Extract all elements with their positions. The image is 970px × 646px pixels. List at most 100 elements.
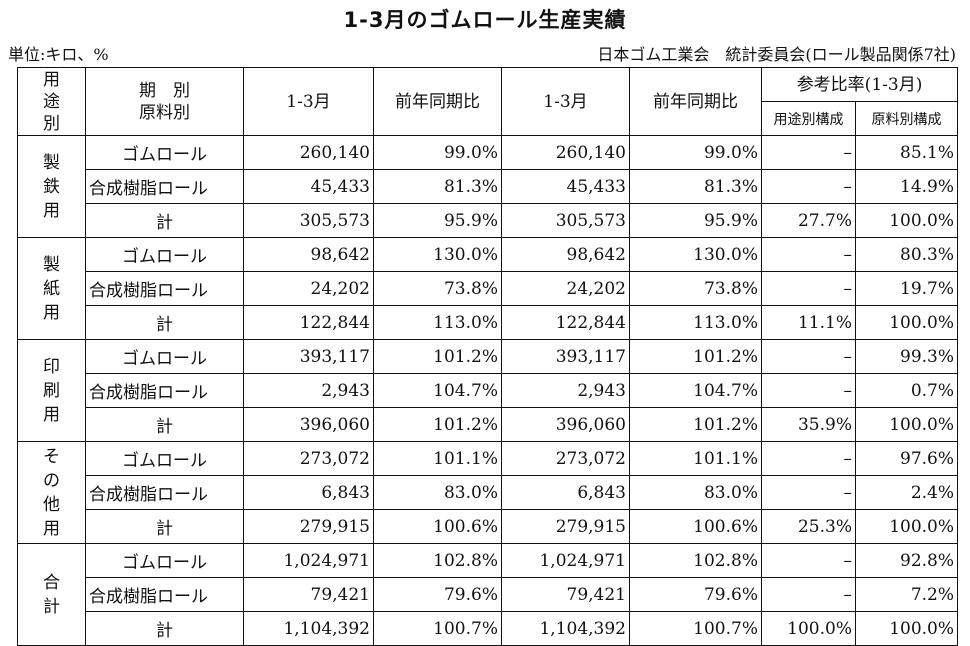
row-label-cell: 計 bbox=[85, 203, 244, 238]
value-1-3-b-cell: 260,140 bbox=[501, 135, 630, 170]
ratio-yoy-b-cell: 101.1% bbox=[629, 441, 762, 476]
table-row: 合成樹脂ロール 45,433 81.3% 45,433 81.3% –14.9% bbox=[18, 169, 959, 204]
group-label-char: 用 bbox=[43, 200, 60, 221]
table-row: 計 1,104,392 100.7% 1,104,392 100.7% 100.0% 100… bbox=[18, 611, 959, 646]
ratio-yoy-cell: 113.0% bbox=[373, 305, 502, 340]
row-label-cell: 計 bbox=[85, 407, 244, 442]
header-use-cell: 用 途 別 bbox=[17, 67, 86, 136]
ratio-use-cell: – bbox=[761, 339, 856, 374]
group-label-char: 製 bbox=[43, 254, 60, 275]
value-1-3-cell: 393,117 bbox=[243, 339, 374, 374]
row-label-cell: 計 bbox=[85, 305, 244, 340]
value-1-3-cell: 1,104,392 bbox=[243, 611, 374, 646]
value-1-3-cell: 98,642 bbox=[243, 237, 374, 272]
value-1-3-cell: 273,072 bbox=[243, 441, 374, 476]
ratio-yoy-cell: 99.0% bbox=[373, 135, 502, 170]
ratio-material-cell: 85.1% bbox=[854, 135, 959, 170]
table-row: 製紙用ゴムロール 98,642 130.0% 98,642 130.0% –80.3% bbox=[17, 237, 959, 340]
header-use-char: 途 bbox=[43, 91, 60, 112]
value-1-3-cell: 2,943 bbox=[243, 373, 374, 408]
group-label-cell: 合計 bbox=[17, 543, 86, 646]
row-label-cell: 合成樹脂ロール bbox=[85, 271, 244, 306]
ratio-use-cell: 11.1% bbox=[761, 305, 856, 340]
unit-label: 単位:キロ、% bbox=[8, 45, 109, 64]
ratio-use-cell: – bbox=[761, 271, 856, 306]
table-row: 計 279,915 100.6% 279,915 100.6% 25.3% 100.0% bbox=[18, 509, 959, 544]
ratio-use-cell: 100.0% bbox=[761, 611, 856, 646]
ratio-yoy-cell: 104.7% bbox=[373, 373, 502, 408]
group-label-char: 他 bbox=[43, 494, 60, 515]
value-1-3-b-cell: 79,421 bbox=[501, 577, 630, 612]
row-label-cell: 計 bbox=[85, 509, 244, 544]
group-label-cell: 印刷用 bbox=[17, 339, 86, 442]
value-1-3-b-cell: 396,060 bbox=[501, 407, 630, 442]
ratio-yoy-b-cell: 99.0% bbox=[629, 135, 762, 170]
header-use-char: 用 bbox=[43, 69, 60, 90]
ratio-yoy-cell: 81.3% bbox=[373, 169, 502, 204]
row-label-cell: ゴムロール bbox=[85, 237, 244, 272]
value-1-3-b-cell: 6,843 bbox=[501, 475, 630, 510]
group-label-char: 紙 bbox=[43, 278, 60, 299]
group-label-char: 用 bbox=[43, 518, 60, 539]
group-label-char: の bbox=[43, 470, 60, 491]
ratio-material-cell: 2.4% bbox=[854, 475, 959, 510]
ratio-yoy-cell: 79.6% bbox=[373, 577, 502, 612]
table-row: 合成樹脂ロール 79,421 79.6% 79,421 79.6% –7.2% bbox=[18, 577, 959, 612]
ratio-yoy-b-cell: 95.9% bbox=[629, 203, 762, 238]
ratio-yoy-cell: 130.0% bbox=[373, 237, 502, 272]
table-row: 合成樹脂ロール 6,843 83.0% 6,843 83.0% –2.4% bbox=[18, 475, 959, 510]
value-1-3-b-cell: 305,573 bbox=[501, 203, 630, 238]
ratio-yoy-cell: 101.2% bbox=[373, 407, 502, 442]
ratio-use-cell: – bbox=[761, 169, 856, 204]
header-period-line2: 原料別 bbox=[139, 102, 190, 123]
ratio-yoy-cell: 95.9% bbox=[373, 203, 502, 238]
ratio-yoy-b-cell: 104.7% bbox=[629, 373, 762, 408]
header-ratio-material: 原料別構成 bbox=[854, 101, 959, 136]
ratio-use-cell: – bbox=[761, 441, 856, 476]
ratio-yoy-b-cell: 101.2% bbox=[629, 339, 762, 374]
ratio-use-cell: – bbox=[761, 577, 856, 612]
ratio-material-cell: 14.9% bbox=[854, 169, 959, 204]
header-row-top: 用 途 別 期 別 原料別 1-3月 前年同期比 1-3月 前年同期比 参考比率… bbox=[17, 67, 959, 136]
row-label-cell: 合成樹脂ロール bbox=[85, 577, 244, 612]
ratio-use-cell: – bbox=[761, 237, 856, 272]
ratio-yoy-b-cell: 73.8% bbox=[629, 271, 762, 306]
row-label-cell: 合成樹脂ロール bbox=[85, 475, 244, 510]
ratio-material-cell: 80.3% bbox=[854, 237, 959, 272]
value-1-3-cell: 1,024,971 bbox=[243, 543, 374, 578]
ratio-material-cell: 92.8% bbox=[854, 543, 959, 578]
value-1-3-b-cell: 273,072 bbox=[501, 441, 630, 476]
ratio-use-cell: – bbox=[761, 135, 856, 170]
value-1-3-b-cell: 98,642 bbox=[501, 237, 630, 272]
value-1-3-b-cell: 279,915 bbox=[501, 509, 630, 544]
table-row: 計 305,573 95.9% 305,573 95.9% 27.7% 100.0% bbox=[18, 203, 959, 238]
ratio-yoy-b-cell: 113.0% bbox=[629, 305, 762, 340]
value-1-3-b-cell: 1,104,392 bbox=[501, 611, 630, 646]
ratio-material-cell: 100.0% bbox=[854, 305, 959, 340]
group-label-cell: その他用 bbox=[17, 441, 86, 544]
ratio-yoy-b-cell: 101.2% bbox=[629, 407, 762, 442]
page-title: 1-3月のゴムロール生産実績 bbox=[343, 8, 627, 32]
ratio-material-cell: 100.0% bbox=[854, 203, 959, 238]
group-label-char: 合 bbox=[43, 572, 60, 593]
value-1-3-cell: 6,843 bbox=[243, 475, 374, 510]
value-1-3-b-cell: 2,943 bbox=[501, 373, 630, 408]
group-label-char: 計 bbox=[43, 596, 60, 617]
value-1-3-cell: 122,844 bbox=[243, 305, 374, 340]
ratio-yoy-b-cell: 79.6% bbox=[629, 577, 762, 612]
table-row: 計 122,844 113.0% 122,844 113.0% 11.1% 100.0% bbox=[18, 305, 959, 340]
header-period-cell: 期 別 原料別 bbox=[85, 67, 244, 136]
ratio-material-cell: 100.0% bbox=[854, 611, 959, 646]
group-label-char: 印 bbox=[43, 356, 60, 377]
ratio-yoy-b-cell: 100.7% bbox=[629, 611, 762, 646]
ratio-yoy-b-cell: 83.0% bbox=[629, 475, 762, 510]
table-row: 合成樹脂ロール 24,202 73.8% 24,202 73.8% –19.7% bbox=[18, 271, 959, 306]
value-1-3-b-cell: 45,433 bbox=[501, 169, 630, 204]
header-use-char: 別 bbox=[43, 113, 60, 134]
table-row: 計 396,060 101.2% 396,060 101.2% 35.9% 100.0% bbox=[18, 407, 959, 442]
value-1-3-cell: 305,573 bbox=[243, 203, 374, 238]
ratio-yoy-cell: 73.8% bbox=[373, 271, 502, 306]
ratio-material-cell: 99.3% bbox=[854, 339, 959, 374]
value-1-3-cell: 279,915 bbox=[243, 509, 374, 544]
header-1-3-b: 1-3月 bbox=[501, 67, 630, 136]
